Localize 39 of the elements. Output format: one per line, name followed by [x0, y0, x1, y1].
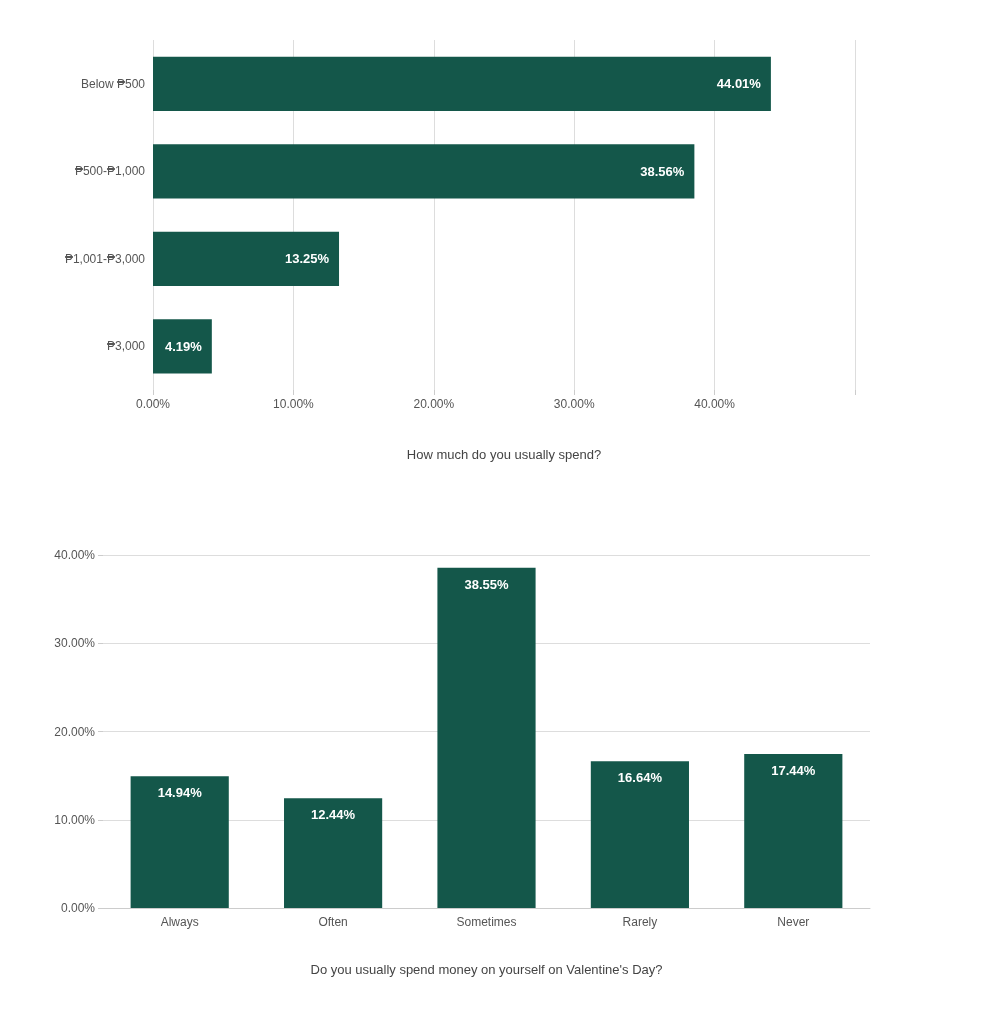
y-tick-label: 0.00% [60, 901, 96, 915]
data-label: 14.94% [157, 785, 203, 801]
x-tick-label: 0.00% [135, 397, 171, 411]
data-label: 13.25% [284, 251, 330, 267]
x-tick-label: Never [777, 915, 810, 929]
x-tick-label: 40.00% [694, 397, 736, 411]
x-tick-label: 20.00% [413, 397, 455, 411]
bar [437, 567, 536, 908]
x-tick-label: Rarely [622, 915, 658, 929]
y-tick-label: 20.00% [54, 724, 96, 739]
bar [284, 798, 383, 908]
data-label: 44.01% [716, 76, 762, 92]
data-label: 38.55% [464, 576, 509, 592]
bar [153, 56, 771, 111]
data-label: 12.44% [311, 807, 356, 823]
data-label: 38.56% [640, 163, 685, 179]
x-tick-label: Always [160, 915, 199, 929]
data-label: 16.64% [617, 770, 663, 786]
bar [590, 761, 689, 908]
bar [153, 144, 695, 199]
x-tick-label: 30.00% [553, 397, 595, 411]
y-tick-label: ₱3,000 [106, 339, 146, 354]
y-tick-label: 30.00% [54, 636, 96, 651]
x-tick-label: 10.00% [273, 397, 315, 411]
bar [153, 319, 212, 374]
y-tick-label: Below ₱500 [80, 76, 146, 91]
bar [744, 754, 843, 908]
y-tick-label: ₱500-₱1,000 [74, 164, 146, 179]
x-axis-title: How much do you usually spend? [406, 447, 602, 462]
x-tick-label: Often [318, 915, 348, 929]
y-tick-label: 40.00% [54, 548, 96, 562]
x-tick-label: Sometimes [456, 915, 517, 929]
y-tick-label: ₱1,001-₱3,000 [64, 251, 146, 266]
bar [130, 776, 229, 908]
y-tick-label: 10.00% [54, 812, 96, 827]
bar [153, 231, 340, 286]
data-label: 17.44% [771, 763, 816, 779]
x-axis-title: Do you usually spend money on yourself on Valentine's Day? [310, 962, 663, 977]
data-label: 4.19% [164, 338, 203, 354]
